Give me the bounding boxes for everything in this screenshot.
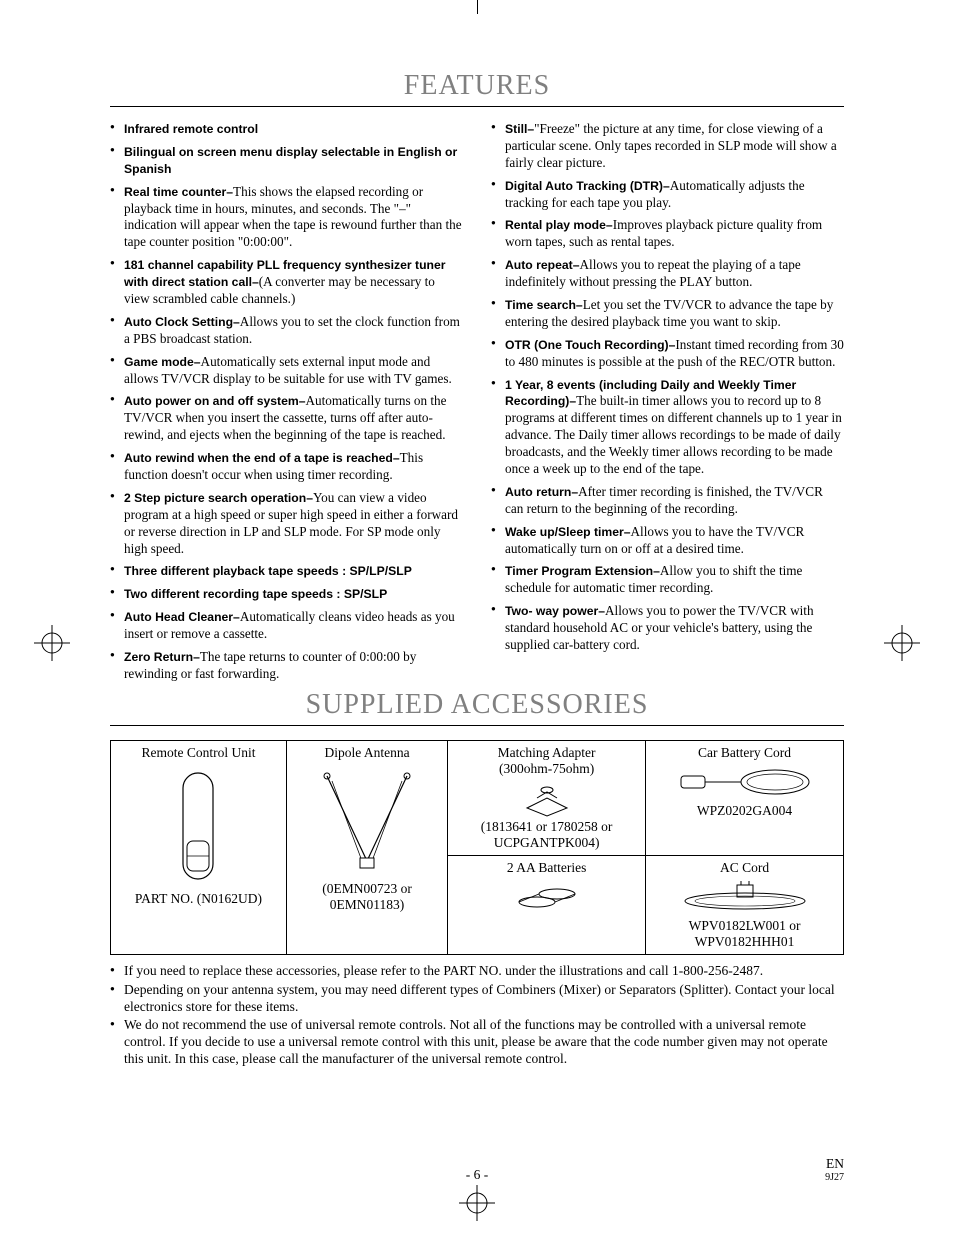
feature-item: Still–"Freeze" the picture at any time, … (491, 121, 844, 172)
accessory-title: Car Battery Cord (650, 745, 839, 761)
accessory-title: AC Cord (650, 860, 839, 876)
batteries-icon (452, 876, 641, 918)
note-item: Depending on your antenna system, you ma… (110, 982, 844, 1016)
features-right-column: Still–"Freeze" the picture at any time, … (491, 121, 844, 689)
feature-bold: Game mode– (124, 355, 201, 369)
feature-item: Time search–Let you set the TV/VCR to ad… (491, 297, 844, 331)
feature-item: 181 channel capability PLL frequency syn… (110, 257, 463, 308)
feature-item: Auto Head Cleaner–Automatically cleans v… (110, 609, 463, 643)
dipole-antenna-icon (291, 761, 443, 881)
document-code: 9J27 (825, 1172, 844, 1183)
divider (110, 725, 844, 726)
feature-item: Digital Auto Tracking (DTR)–Automaticall… (491, 178, 844, 212)
car-battery-cord-icon (650, 761, 839, 803)
feature-item: Zero Return–The tape returns to counter … (110, 649, 463, 683)
registration-mark-bottom (459, 1185, 495, 1221)
feature-bold: Auto Head Cleaner– (124, 610, 240, 624)
page-number: - 6 - (466, 1167, 489, 1183)
registration-mark-left (34, 625, 70, 661)
feature-bold: Auto repeat– (505, 258, 580, 272)
remote-control-icon (115, 761, 282, 891)
feature-bold: Auto rewind when the end of a tape is re… (124, 451, 400, 465)
accessory-title: 2 AA Batteries (452, 860, 641, 876)
registration-mark-right (884, 625, 920, 661)
language-code: EN (825, 1156, 844, 1172)
feature-item: Game mode–Automatically sets external in… (110, 354, 463, 388)
part-number: WPZ0202GA004 (650, 803, 839, 819)
feature-item: 1 Year, 8 events (including Daily and We… (491, 377, 844, 478)
feature-bold: Digital Auto Tracking (DTR)– (505, 179, 670, 193)
feature-bold: Two- way power– (505, 604, 605, 618)
note-item: We do not recommend the use of universal… (110, 1017, 844, 1068)
feature-bold: Time search– (505, 298, 583, 312)
crop-mark-top (467, 0, 487, 14)
page-footer: - 6 - EN 9J27 (110, 1156, 844, 1183)
ac-cord-icon (650, 876, 839, 918)
feature-bold: Three different playback tape speeds : S… (124, 564, 412, 578)
feature-item: Infrared remote control (110, 121, 463, 138)
feature-bold: Two different recording tape speeds : SP… (124, 587, 387, 601)
feature-bold: Still– (505, 122, 534, 136)
part-number: WPV0182LW001 or WPV0182HHH01 (650, 918, 839, 950)
accessory-title: Matching Adapter (452, 745, 641, 761)
feature-bold: Bilingual on screen menu display selecta… (124, 145, 457, 176)
part-number: (0EMN00723 or 0EMN01183) (291, 881, 443, 913)
feature-item: Bilingual on screen menu display selecta… (110, 144, 463, 178)
divider (110, 106, 844, 107)
feature-bold: OTR (One Touch Recording)– (505, 338, 675, 352)
feature-item: Auto Clock Setting–Allows you to set the… (110, 314, 463, 348)
accessory-title: Dipole Antenna (291, 745, 443, 761)
feature-bold: Infrared remote control (124, 122, 258, 136)
feature-item: OTR (One Touch Recording)–Instant timed … (491, 337, 844, 371)
accessories-heading: SUPPLIED ACCESSORIES (110, 689, 844, 721)
feature-item: Three different playback tape speeds : S… (110, 563, 463, 580)
accessory-notes: If you need to replace these accessories… (110, 963, 844, 1068)
accessories-table: Remote Control Unit PART NO. (N0162UD) D… (110, 740, 844, 955)
feature-item: Two- way power–Allows you to power the T… (491, 603, 844, 654)
feature-item: Two different recording tape speeds : SP… (110, 586, 463, 603)
part-number: PART NO. (N0162UD) (115, 891, 282, 907)
feature-item: Wake up/Sleep timer–Allows you to have t… (491, 524, 844, 558)
accessory-subtitle: (300ohm-75ohm) (452, 761, 641, 777)
feature-text: "Freeze" the picture at any time, for cl… (505, 121, 837, 170)
note-item: If you need to replace these accessories… (110, 963, 844, 980)
feature-bold: Auto Clock Setting– (124, 315, 240, 329)
feature-bold: Auto power on and off system– (124, 394, 305, 408)
feature-bold: 2 Step picture search operation– (124, 491, 313, 505)
feature-bold: Rental play mode– (505, 218, 613, 232)
feature-item: 2 Step picture search operation–You can … (110, 490, 463, 558)
features-columns: Infrared remote control Bilingual on scre… (110, 121, 844, 689)
feature-item: Auto repeat–Allows you to repeat the pla… (491, 257, 844, 291)
feature-item: Auto power on and off system–Automatical… (110, 393, 463, 444)
feature-bold: Real time counter– (124, 185, 233, 199)
accessory-title: Remote Control Unit (115, 745, 282, 761)
part-number: (1813641 or 1780258 or UCPGANTPK004) (452, 819, 641, 851)
feature-item: Real time counter–This shows the elapsed… (110, 184, 463, 252)
feature-item: Rental play mode–Improves playback pictu… (491, 217, 844, 251)
matching-adapter-icon (452, 777, 641, 819)
feature-bold: Timer Program Extension– (505, 564, 660, 578)
page: FEATURES Infrared remote control Bilingua… (0, 0, 954, 1235)
feature-item: Timer Program Extension–Allow you to shi… (491, 563, 844, 597)
feature-bold: Zero Return– (124, 650, 200, 664)
features-left-column: Infrared remote control Bilingual on scre… (110, 121, 463, 689)
features-heading: FEATURES (110, 70, 844, 102)
feature-item: Auto rewind when the end of a tape is re… (110, 450, 463, 484)
feature-bold: Wake up/Sleep timer– (505, 525, 631, 539)
feature-item: Auto return–After timer recording is fin… (491, 484, 844, 518)
feature-bold: Auto return– (505, 485, 578, 499)
